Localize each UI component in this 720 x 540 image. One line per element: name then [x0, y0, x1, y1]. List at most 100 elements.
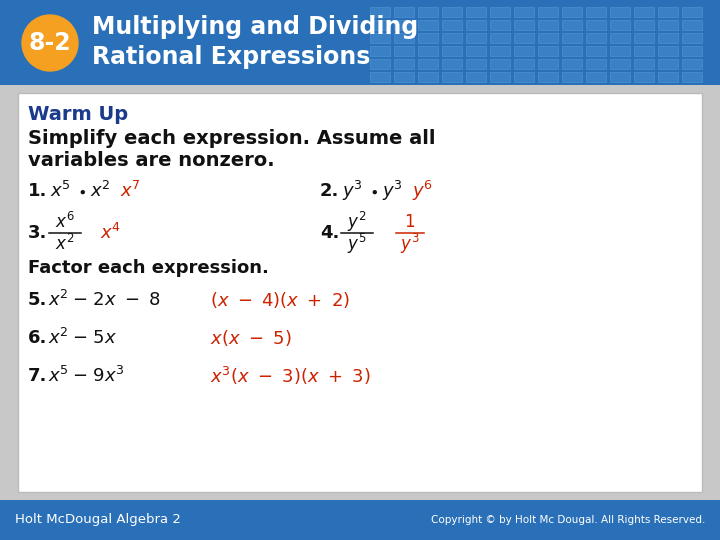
- Bar: [442, 72, 462, 82]
- Bar: [514, 33, 534, 43]
- Bar: [682, 20, 702, 30]
- Bar: [682, 7, 702, 17]
- Bar: [634, 46, 654, 56]
- Bar: [538, 59, 558, 69]
- Text: $y^3$: $y^3$: [400, 232, 420, 256]
- Bar: [490, 33, 510, 43]
- Bar: [586, 33, 606, 43]
- Bar: [610, 7, 630, 17]
- Bar: [634, 72, 654, 82]
- Bar: [466, 59, 486, 69]
- Bar: [538, 7, 558, 17]
- Bar: [586, 59, 606, 69]
- Bar: [514, 46, 534, 56]
- Bar: [586, 46, 606, 56]
- Bar: [418, 7, 438, 17]
- Bar: [610, 20, 630, 30]
- Bar: [442, 7, 462, 17]
- Text: 8-2: 8-2: [29, 31, 71, 55]
- Bar: [610, 72, 630, 82]
- Bar: [610, 46, 630, 56]
- Text: Copyright © by Holt Mc Dougal. All Rights Reserved.: Copyright © by Holt Mc Dougal. All Right…: [431, 515, 705, 525]
- Bar: [370, 7, 390, 17]
- Bar: [586, 7, 606, 17]
- Text: $x^2$: $x^2$: [48, 290, 68, 310]
- Bar: [658, 20, 678, 30]
- Bar: [538, 72, 558, 82]
- Text: 5.: 5.: [28, 291, 48, 309]
- Text: Rational Expressions: Rational Expressions: [92, 45, 370, 69]
- Bar: [490, 46, 510, 56]
- Text: $y^5$: $y^5$: [347, 232, 366, 256]
- Bar: [562, 7, 582, 17]
- Text: $x^7$: $x^7$: [120, 181, 141, 201]
- Bar: [538, 46, 558, 56]
- Bar: [586, 72, 606, 82]
- Bar: [634, 7, 654, 17]
- Bar: [562, 46, 582, 56]
- Bar: [0, 500, 720, 540]
- Text: 7.: 7.: [28, 367, 48, 385]
- Bar: [490, 7, 510, 17]
- Bar: [538, 20, 558, 30]
- Text: Multiplying and Dividing: Multiplying and Dividing: [92, 15, 418, 39]
- Bar: [658, 33, 678, 43]
- Bar: [394, 72, 414, 82]
- Text: $(x\ -\ 4)(x\ +\ 2)$: $(x\ -\ 4)(x\ +\ 2)$: [210, 290, 351, 310]
- Bar: [562, 72, 582, 82]
- Bar: [634, 20, 654, 30]
- Text: 3.: 3.: [28, 224, 48, 242]
- Bar: [394, 20, 414, 30]
- Text: $-\ 9x^3$: $-\ 9x^3$: [72, 366, 125, 386]
- Bar: [682, 46, 702, 56]
- Bar: [562, 20, 582, 30]
- Bar: [514, 59, 534, 69]
- Bar: [394, 59, 414, 69]
- Text: 2.: 2.: [320, 182, 339, 200]
- Text: $x^3(x\ -\ 3)(x\ +\ 3)$: $x^3(x\ -\ 3)(x\ +\ 3)$: [210, 365, 371, 387]
- Bar: [490, 72, 510, 82]
- Bar: [682, 33, 702, 43]
- Text: 1.: 1.: [28, 182, 48, 200]
- Text: $x^2$: $x^2$: [90, 181, 111, 201]
- Bar: [586, 20, 606, 30]
- Bar: [466, 20, 486, 30]
- Bar: [418, 46, 438, 56]
- Text: Simplify each expression. Assume all: Simplify each expression. Assume all: [28, 130, 436, 148]
- Circle shape: [22, 15, 78, 71]
- Text: $1$: $1$: [405, 213, 415, 231]
- Text: 4.: 4.: [320, 224, 339, 242]
- Text: $y^3$: $y^3$: [342, 179, 363, 203]
- Bar: [394, 46, 414, 56]
- Bar: [370, 46, 390, 56]
- Text: $y^3$: $y^3$: [382, 179, 403, 203]
- Bar: [418, 72, 438, 82]
- Bar: [490, 59, 510, 69]
- Text: $\bullet$: $\bullet$: [369, 184, 378, 199]
- Bar: [562, 33, 582, 43]
- Bar: [370, 72, 390, 82]
- Text: $y^2$: $y^2$: [347, 210, 366, 234]
- Text: $x(x\ -\ 5)$: $x(x\ -\ 5)$: [210, 328, 292, 348]
- Bar: [442, 20, 462, 30]
- Bar: [442, 46, 462, 56]
- Text: $y^6$: $y^6$: [412, 179, 433, 203]
- Bar: [370, 20, 390, 30]
- Bar: [538, 33, 558, 43]
- Bar: [514, 20, 534, 30]
- Text: $x^5$: $x^5$: [48, 366, 69, 386]
- Bar: [658, 46, 678, 56]
- Bar: [394, 7, 414, 17]
- Bar: [562, 59, 582, 69]
- Bar: [418, 33, 438, 43]
- Text: $x^2$: $x^2$: [48, 328, 68, 348]
- Bar: [18, 93, 702, 492]
- Bar: [442, 59, 462, 69]
- Text: $x^5$: $x^5$: [50, 181, 71, 201]
- Text: $-\ 5x$: $-\ 5x$: [72, 329, 117, 347]
- Bar: [418, 59, 438, 69]
- Bar: [514, 7, 534, 17]
- Text: $x^2$: $x^2$: [55, 234, 75, 254]
- Bar: [682, 72, 702, 82]
- Bar: [418, 20, 438, 30]
